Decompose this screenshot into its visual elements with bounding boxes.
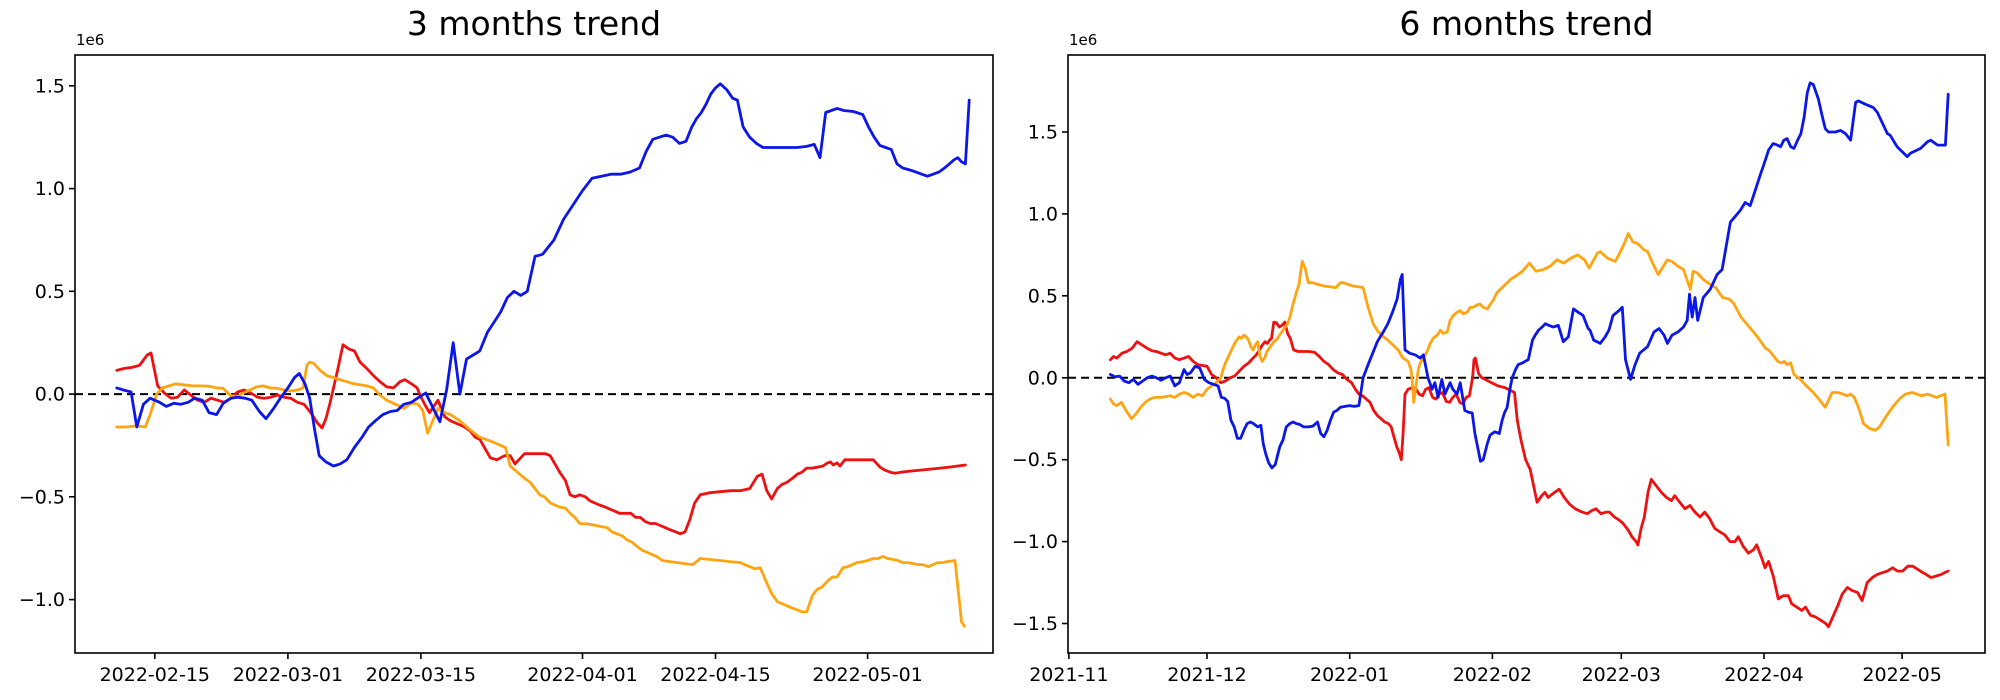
series-red-line xyxy=(1109,320,1950,629)
series-blue-line xyxy=(1109,81,1950,470)
x-tick-label: 2021-11 xyxy=(1029,664,1108,686)
y-tick-label: 0.0 xyxy=(35,384,65,406)
x-tick-label: 2022-03 xyxy=(1582,664,1661,686)
series-red-line xyxy=(115,343,967,536)
y-tick-label: 1.5 xyxy=(35,75,65,97)
y-tick-label: 0.5 xyxy=(1028,285,1058,307)
y-tick-label: 1.0 xyxy=(35,178,65,200)
y-tick-label: −0.5 xyxy=(1012,449,1058,471)
subplot-1: 2021-11 2021-12 2022-01 2022-02 2022-03 2022-… xyxy=(1012,54,1986,686)
y-tick-label: 0.0 xyxy=(1028,367,1058,389)
chart-title-6-months: 6 months trend xyxy=(1399,4,1654,43)
x-tick-label: 2022-05 xyxy=(1862,664,1941,686)
x-tick-label: 2022-04-15 xyxy=(660,664,770,686)
series-orange-line xyxy=(115,360,966,628)
x-tick-label: 2022-01 xyxy=(1310,664,1389,686)
x-tick-label: 2022-03-15 xyxy=(366,664,476,686)
y-axis-offset-label-left: 1e6 xyxy=(76,31,105,49)
axes-box xyxy=(74,54,994,654)
x-tick-label: 2022-04 xyxy=(1724,664,1803,686)
x-tick-label: 2022-04-01 xyxy=(527,664,637,686)
y-tick-label: 1.5 xyxy=(1028,122,1058,144)
y-tick-label: 1.0 xyxy=(1028,203,1058,225)
x-tick-label: 2021-12 xyxy=(1167,664,1246,686)
y-tick-label: 0.5 xyxy=(35,281,65,303)
series-orange-line xyxy=(1109,232,1950,447)
chart-title-3-months: 3 months trend xyxy=(406,4,662,43)
series-blue-line xyxy=(115,82,971,468)
y-axis-offset-label-right: 1e6 xyxy=(1069,31,1098,49)
x-tick-label: 2022-05-01 xyxy=(812,664,922,686)
y-tick-label: −1.0 xyxy=(1012,531,1058,553)
x-tick-label: 2022-03-01 xyxy=(233,664,343,686)
y-tick-label: −1.5 xyxy=(1012,613,1058,635)
x-tick-label: 2022-02 xyxy=(1453,664,1532,686)
x-tick-label: 2022-02-15 xyxy=(100,664,210,686)
axes-box xyxy=(1067,54,1986,654)
subplot-0: 2022-02-15 2022-03-01 2022-03-15 2022-04-01… xyxy=(19,54,994,686)
y-tick-label: −1.0 xyxy=(19,589,65,611)
y-tick-label: −0.5 xyxy=(19,486,65,508)
